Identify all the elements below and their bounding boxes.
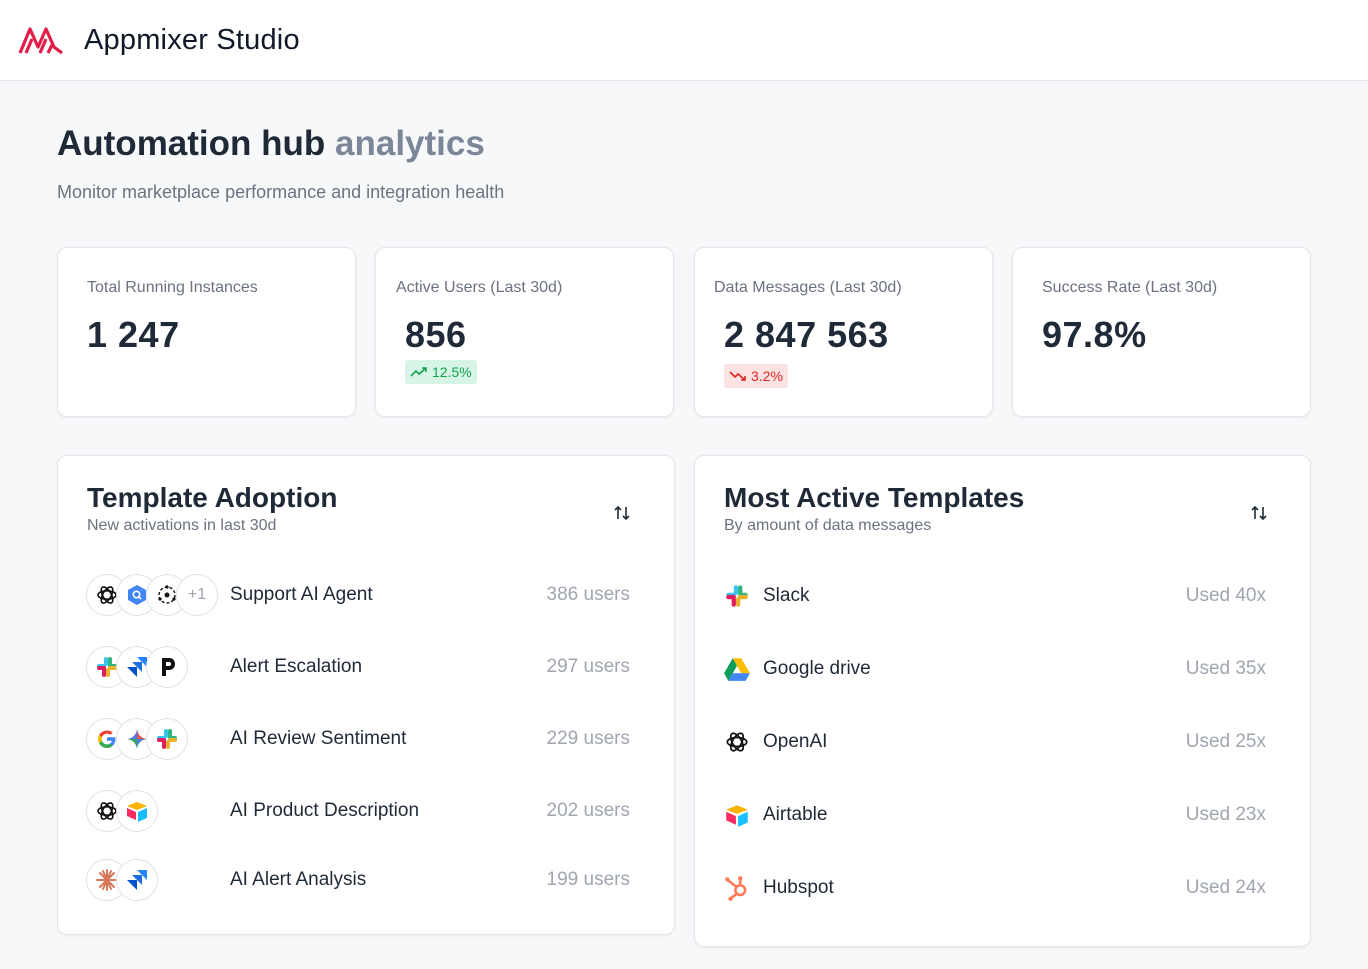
trend-up-icon [410, 367, 427, 377]
page-subtitle: Monitor marketplace performance and inte… [57, 182, 505, 202]
page-title-accent: analytics [335, 124, 485, 163]
sort-icon[interactable] [612, 503, 632, 523]
stat-label: Success Rate (Last 30d) [1042, 279, 1218, 296]
panel-subtitle: New activations in last 30d [87, 517, 277, 534]
airtable-icon [116, 790, 158, 832]
panel-title: Template Adoption [87, 482, 338, 513]
panel-subtitle: By amount of data messages [724, 517, 932, 534]
usage-count: Used 23x [1185, 804, 1266, 825]
stat-label: Data Messages (Last 30d) [714, 279, 902, 296]
list-item[interactable]: Slack Used 40x [723, 581, 1266, 611]
template-name: AI Alert Analysis [230, 869, 367, 890]
template-users: 229 users [546, 728, 630, 749]
app-name: Slack [763, 585, 810, 606]
integration-icons [86, 790, 230, 832]
slack-icon [146, 718, 188, 760]
list-item[interactable]: +1 Support AI Agent 386 users [86, 573, 630, 617]
integration-icons [86, 646, 230, 688]
template-adoption-panel: Template Adoption New activations in las… [57, 455, 675, 935]
template-name: AI Product Description [230, 800, 420, 821]
delta-value: 3.2% [751, 368, 783, 384]
slack-icon [726, 585, 748, 607]
integration-icons [86, 859, 230, 901]
sort-icon[interactable] [1249, 503, 1269, 523]
page-title: Automation hub analytics [57, 124, 485, 164]
most-active-templates-panel: Most Active Templates By amount of data … [694, 455, 1311, 947]
more-integrations-badge: +1 [176, 574, 218, 616]
stat-value: 1 247 [87, 314, 180, 355]
pagerduty-icon [146, 646, 188, 688]
template-name: AI Review Sentiment [230, 728, 407, 749]
template-users: 297 users [546, 656, 630, 677]
template-users: 202 users [546, 800, 630, 821]
usage-count: Used 35x [1185, 658, 1266, 679]
app-title: Appmixer Studio [84, 23, 300, 56]
page-title-main: Automation hub [57, 124, 326, 163]
template-users: 386 users [546, 584, 630, 605]
template-name: Support AI Agent [230, 584, 373, 605]
stat-value: 97.8% [1042, 314, 1147, 355]
hubspot-icon [725, 876, 747, 901]
usage-count: Used 25x [1185, 731, 1266, 752]
usage-count: Used 40x [1185, 585, 1266, 606]
list-item[interactable]: Alert Escalation 297 users [86, 645, 630, 689]
list-item[interactable]: OpenAI Used 25x [723, 727, 1266, 757]
list-item[interactable]: AI Product Description 202 users [86, 789, 630, 833]
integration-icons [86, 718, 230, 760]
app-name: Hubspot [763, 877, 834, 898]
app-name: Google drive [763, 658, 871, 679]
list-item[interactable]: Airtable Used 23x [723, 800, 1266, 830]
list-item[interactable]: AI Alert Analysis 199 users [86, 858, 630, 902]
top-bar: Appmixer Studio [0, 0, 1368, 81]
jira-icon [116, 859, 158, 901]
list-item[interactable]: Google drive Used 35x [723, 654, 1266, 684]
usage-count: Used 24x [1185, 877, 1266, 898]
appmixer-logo-icon[interactable] [18, 25, 64, 55]
app-name: Airtable [763, 804, 828, 825]
stat-value: 856 [405, 314, 467, 355]
stat-card-active-users: Active Users (Last 30d) 856 12.5% [375, 247, 674, 417]
list-item[interactable]: Hubspot Used 24x [723, 873, 1266, 903]
google-drive-icon [724, 658, 750, 681]
list-item[interactable]: AI Review Sentiment 229 users [86, 717, 630, 761]
template-users: 199 users [546, 869, 630, 890]
panel-title: Most Active Templates [724, 482, 1025, 513]
airtable-icon [726, 805, 748, 827]
template-name: Alert Escalation [230, 656, 363, 677]
app-name: OpenAI [763, 731, 828, 752]
stat-label: Total Running Instances [87, 279, 258, 296]
stat-label: Active Users (Last 30d) [396, 279, 563, 296]
delta-value: 12.5% [432, 364, 472, 380]
integration-icons: +1 [86, 574, 230, 616]
trend-up-badge: 12.5% [405, 360, 477, 384]
openai-icon [726, 730, 748, 754]
stat-value: 2 847 563 [724, 314, 889, 355]
trend-down-badge: 3.2% [724, 364, 788, 388]
stat-card-success-rate: Success Rate (Last 30d) 97.8% [1012, 247, 1311, 417]
trend-down-icon [729, 371, 746, 381]
stat-card-running-instances: Total Running Instances 1 247 [57, 247, 356, 417]
stat-card-data-messages: Data Messages (Last 30d) 2 847 563 3.2% [694, 247, 993, 417]
